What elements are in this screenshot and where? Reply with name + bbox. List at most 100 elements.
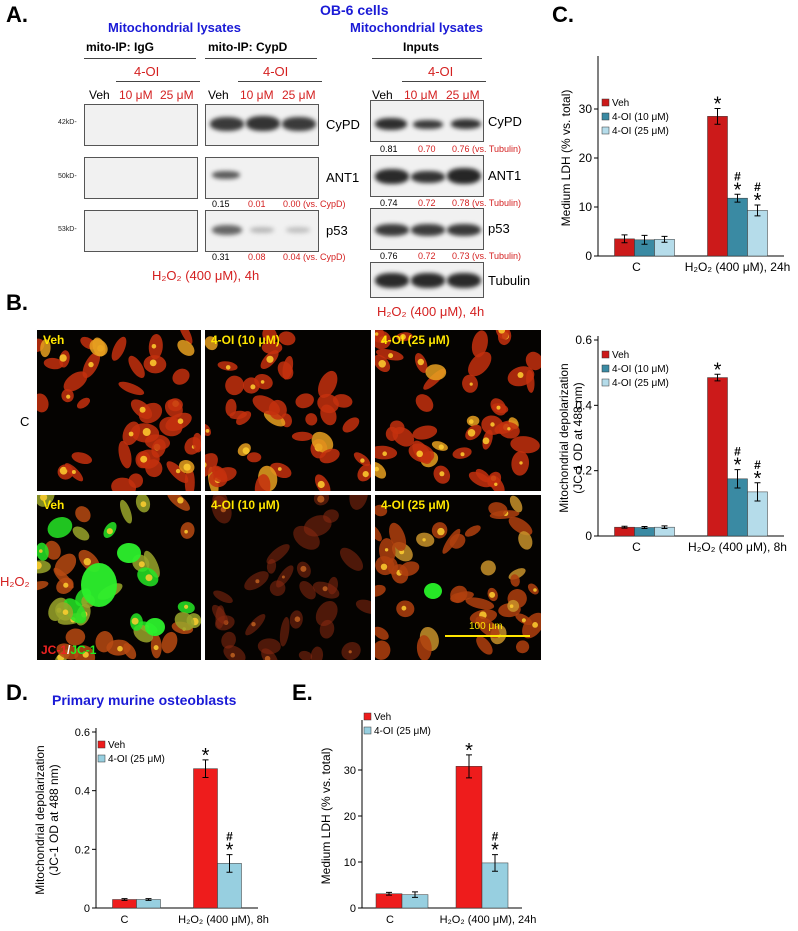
cell-texture	[317, 480, 325, 489]
cell-texture	[183, 463, 191, 471]
error-bar	[641, 234, 648, 245]
blot-label-p53: p53	[326, 223, 348, 238]
cell-texture	[277, 361, 294, 380]
quant-value: 0.31	[212, 252, 230, 262]
cell-texture	[149, 359, 157, 367]
micrograph-label: 4-OI (10 μM)	[211, 333, 280, 347]
micrograph-h2o2-4oi-10: 4-OI (10 μM)	[205, 495, 371, 660]
cell-texture	[225, 375, 245, 396]
cell-texture	[260, 380, 265, 384]
cell-texture	[339, 547, 364, 571]
quant-value: 0.15	[212, 199, 230, 209]
bar	[455, 766, 483, 909]
right-group-title: Mitochondrial lysates	[350, 20, 483, 35]
significance-star: *	[754, 190, 762, 212]
y-tick-label: 0.2	[75, 844, 90, 856]
cell-texture	[362, 471, 369, 478]
cell-texture	[37, 561, 42, 570]
panel-d-title: Primary murine osteoblasts	[52, 692, 237, 708]
cell-texture	[412, 425, 438, 440]
lane-label: 10 μM	[404, 88, 438, 102]
y-axis-label: (JC-1 OD at 488 nm)	[571, 382, 585, 493]
cell-texture	[71, 452, 93, 465]
divider	[238, 81, 322, 82]
legend-swatch	[601, 112, 610, 121]
legend-swatch	[363, 726, 372, 735]
legend-label: Veh	[612, 350, 629, 361]
lane-label: 10 μM	[240, 88, 274, 102]
cell-texture	[375, 640, 391, 660]
y-tick-label: 0	[84, 903, 90, 915]
y-tick-label: 20	[579, 151, 593, 165]
micrograph-c-4oi-25: 4-OI (25 μM)	[375, 330, 541, 491]
cell-texture	[143, 550, 160, 578]
cell-texture	[319, 448, 340, 464]
cell-texture	[177, 497, 184, 504]
y-tick-label: 30	[344, 765, 356, 777]
cell-texture	[294, 616, 301, 622]
lane-label: 25 μM	[446, 88, 480, 102]
cell-texture	[401, 605, 407, 611]
condition-label: H₂O₂ (400 μM), 4h	[152, 268, 260, 283]
cell-texture	[416, 450, 423, 458]
cell-texture	[415, 394, 434, 412]
cell-texture	[318, 370, 338, 398]
y-tick-label: 0.4	[75, 786, 90, 798]
lane-label: Veh	[372, 88, 393, 102]
cell-texture	[225, 365, 231, 370]
cell-texture	[88, 361, 94, 368]
legend-swatch	[601, 126, 610, 135]
lane-label: Veh	[208, 88, 229, 102]
cell-texture	[509, 495, 523, 513]
scale-bar	[445, 635, 530, 637]
marker-42kd: 42kD-	[58, 119, 77, 126]
y-axis-label: (JC-1 OD at 488 nm)	[47, 764, 61, 875]
left-group-title: Mitochondrial lysates	[108, 20, 241, 35]
micrograph-label: Veh	[43, 333, 65, 347]
bar	[747, 210, 768, 257]
cell-texture	[424, 583, 442, 599]
cell-texture	[180, 522, 195, 539]
cell-texture	[131, 617, 139, 625]
blot-label-p53: p53	[488, 221, 510, 236]
cell-texture	[509, 604, 514, 608]
legend-label: Veh	[108, 740, 125, 751]
cell-texture	[250, 384, 256, 390]
cell-texture	[516, 640, 530, 654]
panel-letter-d: D.	[6, 680, 28, 705]
cell-texture	[43, 357, 64, 370]
cell-texture	[220, 506, 227, 513]
cell-texture	[489, 591, 496, 598]
cell-texture	[40, 339, 51, 358]
inputs-header: Inputs	[403, 40, 439, 54]
cell-texture	[128, 473, 144, 488]
row-label-control: C	[20, 414, 30, 429]
cell-texture	[527, 583, 539, 595]
legend-swatch	[97, 740, 106, 749]
cell-texture	[315, 600, 338, 627]
bar	[193, 768, 218, 909]
error-bar	[621, 525, 628, 529]
cell-texture	[508, 516, 533, 536]
divider	[205, 58, 317, 59]
category-label: C	[121, 914, 129, 926]
error-bar	[734, 193, 741, 203]
cell-texture	[389, 420, 405, 435]
cell-texture	[464, 525, 481, 537]
cell-texture	[375, 466, 379, 472]
cell-texture	[476, 636, 493, 655]
cell-texture	[488, 502, 508, 517]
legend-label: Veh	[374, 712, 391, 723]
quant-value: 0.72	[418, 251, 436, 261]
error-bar	[466, 754, 472, 779]
error-bar	[641, 526, 648, 529]
micrograph-c-4oi-10: 4-OI (10 μM)	[205, 330, 371, 491]
cell-texture	[295, 393, 314, 409]
cell-texture	[211, 465, 227, 481]
quant-value: 0.78 (vs. Tubulin)	[452, 198, 522, 208]
panel-a-title: OB-6 cells	[320, 2, 389, 18]
significance-star: *	[714, 94, 722, 116]
error-bar	[714, 108, 721, 125]
y-tick-label: 20	[344, 811, 356, 823]
